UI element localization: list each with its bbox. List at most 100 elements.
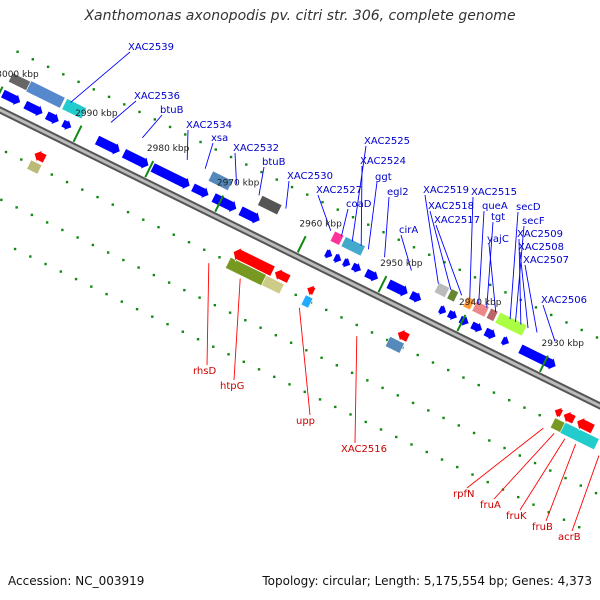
track-dot [386,338,389,342]
gene-label-reverse: fruA [480,500,501,511]
forward-gene-arrow [446,308,458,321]
track-dot [257,368,261,371]
track-dot [153,118,156,121]
track-dot [594,491,598,495]
gene-label-reverse: fruB [532,522,553,533]
track-dot [260,170,263,174]
forward-gene-arrow [341,256,351,269]
track-dot [229,155,233,159]
track-dot [321,200,324,204]
track-dot [350,371,354,375]
track-dot [397,238,400,241]
track-dot [532,503,535,506]
reverse-gene-arrow [33,149,48,164]
track-dot [477,383,480,387]
reverse-gene-arrow [563,410,577,425]
track-dot [142,218,145,221]
tick-label: 2960 kbp [299,219,342,229]
track-dot [427,409,430,412]
forward-leader-line [478,210,485,304]
gene-label-forward: XAC2509 [517,229,563,240]
track-dot [457,424,461,427]
gene-label-forward: queA [482,201,508,212]
track-dot [203,248,206,251]
feature-block [61,98,88,120]
track-dot [228,311,232,314]
gene-label-forward: XAC2525 [364,136,410,147]
track-dot [349,413,352,416]
track-dot [62,73,65,76]
feature-block [25,80,66,109]
track-dot [96,195,99,199]
track-dot [381,386,384,390]
forward-gene-arrow [332,251,343,264]
gene-label-forward: btuB [160,105,184,116]
track-dot [294,293,297,297]
track-dot [336,208,339,211]
forward-leader-line [360,165,363,246]
tick-mark [144,160,155,178]
reverse-gene-arrow [397,329,411,343]
track-dot [547,510,550,514]
gene-label-forward: XAC2530 [287,171,333,182]
reverse-leader-line [545,443,577,522]
track-dot [416,353,419,357]
forward-gene-arrow [350,261,362,274]
gene-label-forward: XAC2524 [360,156,406,167]
track-dot [122,258,125,262]
forward-leader-line [400,234,412,271]
track-dot [471,473,474,476]
track-dot [289,341,293,344]
gene-label-reverse: rpfN [453,489,474,500]
forward-gene-arrow [0,89,21,107]
forward-leader-line [70,51,131,103]
reverse-gene-arrow [232,247,276,277]
track-dot [198,296,201,299]
gene-label-forward: egl2 [387,187,409,198]
track-dot [486,480,489,484]
feature-block [261,274,285,295]
forward-leader-line [435,224,463,296]
forward-gene-arrow [44,110,60,126]
forward-leader-line [542,304,556,342]
track-dot [77,80,80,84]
gene-label-forward: coaD [346,199,372,210]
feature-block [26,159,43,175]
forward-gene-arrow [499,334,510,347]
track-dot [151,315,154,318]
track-dot [137,266,140,269]
forward-leader-line [469,196,474,300]
track-dot [166,322,169,326]
forward-leader-line [341,208,349,237]
track-dot [259,326,262,329]
tick-mark [377,275,388,293]
forward-leader-line [142,114,163,139]
track-dot [135,307,139,311]
track-dot [428,253,431,256]
feature-block [446,288,460,303]
track-dot [396,394,400,397]
track-dot [382,231,385,234]
track-dot [431,361,435,364]
gene-label-forward: secF [522,216,545,227]
forward-gene-arrow [408,290,422,304]
feature-block [462,296,476,311]
track-dot [366,379,369,382]
feature-block [300,294,314,309]
gene-label-forward: XAC2518 [428,201,474,212]
track-dot [157,225,160,229]
track-dot [275,178,278,181]
track-dot [395,435,398,439]
track-dot [562,518,566,521]
track-dot [181,330,184,333]
tick-label: 3000 kbp [0,70,39,80]
track-dot [74,277,78,281]
forward-gene-arrow [210,192,238,214]
track-dot [533,461,537,465]
track-dot [379,428,383,431]
track-dot [412,246,416,249]
gene-label-forward: yajC [487,234,509,245]
track-dot [456,465,459,469]
reverse-leader-line [233,278,241,381]
